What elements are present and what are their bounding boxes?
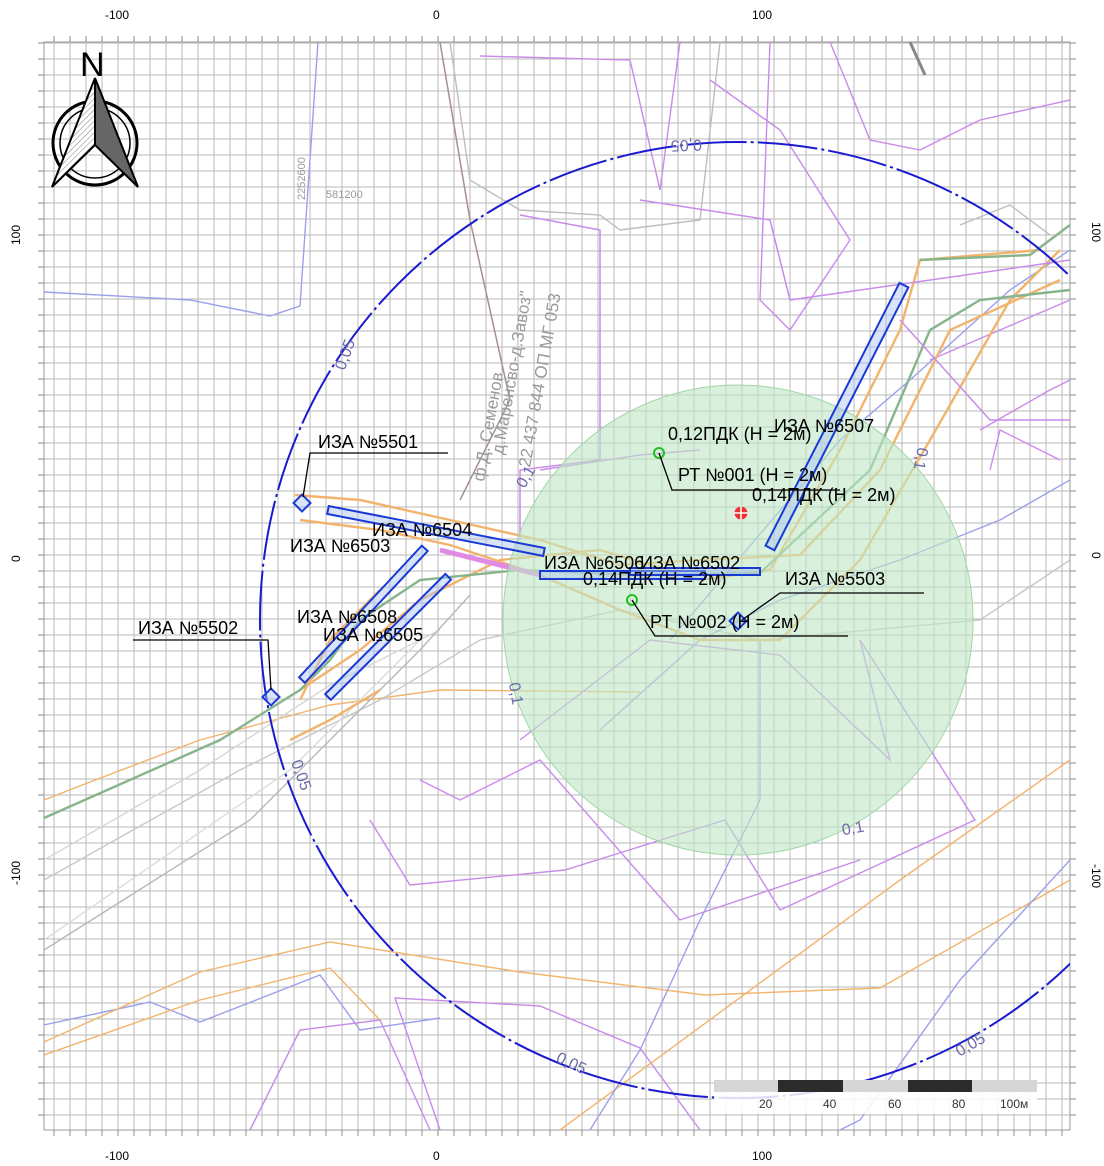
label-iza6506: ИЗА №6506 [544,553,644,573]
label-iza6508: ИЗА №6508 [297,607,397,627]
label-rt002: РТ №002 (Н = 2м) [650,612,799,632]
north-label: N [80,46,105,84]
right-tick-0: 0 [1089,552,1103,559]
scale-60: 60 [888,1097,902,1111]
left-tick-0: 0 [9,555,23,562]
scale-20: 20 [759,1097,773,1111]
isoline-0-1-zone [502,384,974,856]
label-iza5503: ИЗА №5503 [785,569,885,589]
bottom-tick-0: 0 [433,1149,440,1163]
ruler-ticks [38,36,1076,1136]
label-iza6504: ИЗА №6504 [372,520,472,540]
label-iza6502: ИЗА №6502 [640,553,740,573]
scale-40: 40 [823,1097,837,1111]
left-tick-neg100: -100 [9,861,23,885]
label-iza5502: ИЗА №5502 [138,618,238,638]
scale-100: 100м [1000,1097,1028,1111]
bottom-tick-100: 100 [752,1149,772,1163]
scale-bar: 20 40 60 80 100м [714,1080,1037,1114]
source-iza5503[interactable] [728,611,748,631]
right-tick-neg100: -100 [1089,864,1103,888]
source-iza6505[interactable] [323,572,453,702]
top-tick-neg100: -100 [105,8,129,22]
source-iza6504[interactable] [326,504,546,558]
emission-sources [261,281,910,707]
label-iza5501: ИЗА №5501 [318,432,418,452]
isoline-label-inner-2: 0,1 [841,819,866,840]
label-iza6503: ИЗА №6503 [290,536,390,556]
bottom-tick-neg100: -100 [105,1149,129,1163]
source-iza6503[interactable] [297,544,430,685]
max-value-label: 0,14ПДК (Н = 2м) [752,485,896,505]
point-rt002[interactable] [626,594,638,606]
source-iza5501[interactable] [292,493,312,513]
top-tick-100: 100 [752,8,772,22]
point-rt001[interactable] [653,447,665,459]
label-iza6505: ИЗА №6505 [323,625,423,645]
label-rt001: РТ №001 (Н = 2м) [678,465,827,485]
isoline-label-top: 0,05 [670,136,702,154]
parcel-number-2: 2252600 [296,157,308,200]
label-iza6507: ИЗА №6507 [774,416,874,436]
top-tick-0: 0 [433,8,440,22]
parcel-number-1: 581200 [326,189,363,201]
leader-lines [133,452,924,691]
source-iza6507[interactable] [764,281,910,552]
isoline-label-inner-4: 0,1 [910,446,931,471]
isoline-label-inner-3: 0,1 [505,681,526,706]
right-tick-100: 100 [1089,222,1103,242]
scale-80: 80 [952,1097,966,1111]
source-iza6502[interactable] [629,567,761,576]
value-rt002: 0,14ПДК (Н = 2м) [583,569,727,589]
max-concentration-marker[interactable] [734,506,748,520]
value-rt001: 0,12ПДК (Н = 2м) [668,424,812,444]
left-tick-100: 100 [9,225,23,245]
source-iza5502[interactable] [261,687,281,707]
north-arrow-icon: N [51,46,139,188]
coordinate-grid [44,42,1070,1130]
